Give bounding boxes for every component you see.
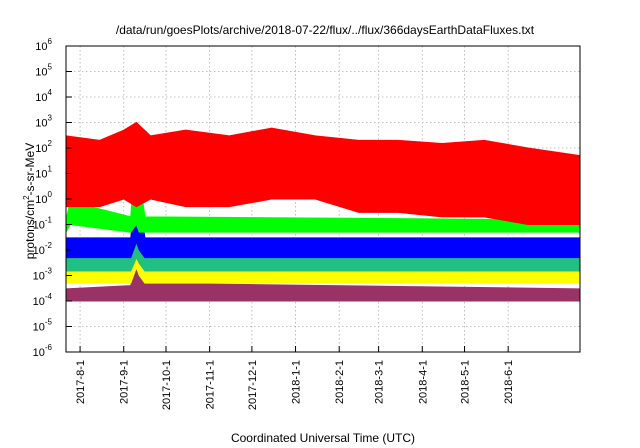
y-axis-ticks: 106 105 104 103 102 101 100 10-1 10-2 10-3 10-4 10-… bbox=[33, 37, 72, 359]
y-tick-label: 10-3 bbox=[33, 267, 53, 283]
y-axis-label: protons/cm2-s-sr-MeV bbox=[22, 143, 37, 259]
x-tick-label: 2018-5-1 bbox=[460, 360, 472, 404]
x-tick-label: 2018-1-1 bbox=[291, 360, 303, 404]
y-tick-label: 10-5 bbox=[33, 318, 53, 334]
y-tick-label: 106 bbox=[35, 37, 52, 53]
y-tick-label: 100 bbox=[35, 190, 52, 206]
series-band-5 bbox=[66, 121, 580, 225]
y-tick-label: 104 bbox=[35, 88, 52, 104]
series-layer bbox=[66, 121, 580, 302]
x-axis-ticks: 2017-8-1 2017-9-1 2017-10-1 2017-11-1 2017-1… bbox=[75, 346, 515, 410]
x-tick-label: 2017-11-1 bbox=[205, 360, 217, 409]
y-tick-label: 103 bbox=[35, 114, 52, 130]
y-tick-label: 101 bbox=[35, 165, 52, 181]
y-tick-label: 10-1 bbox=[33, 216, 53, 232]
y-tick-label: 10-6 bbox=[33, 343, 53, 359]
x-tick-label: 2017-12-1 bbox=[247, 360, 259, 410]
x-tick-label: 2018-3-1 bbox=[374, 360, 386, 404]
x-tick-label: 2017-10-1 bbox=[161, 360, 173, 410]
x-tick-label: 2017-9-1 bbox=[119, 360, 131, 404]
x-tick-label: 2018-4-1 bbox=[417, 360, 429, 404]
y-axis-label-sup: 2 bbox=[22, 195, 31, 200]
x-axis-label: Coordinated Universal Time (UTC) bbox=[231, 431, 415, 445]
y-tick-label: 10-2 bbox=[33, 241, 53, 257]
x-tick-label: 2018-6-1 bbox=[503, 360, 515, 404]
y-tick-label: 105 bbox=[35, 63, 52, 79]
x-tick-label: 2017-8-1 bbox=[75, 360, 87, 404]
x-tick-label: 2018-2-1 bbox=[334, 360, 346, 404]
chart-title: /data/run/goesPlots/archive/2018-07-22/f… bbox=[116, 23, 535, 37]
y-tick-label: 102 bbox=[35, 139, 52, 155]
y-tick-label: 10-4 bbox=[33, 292, 53, 308]
